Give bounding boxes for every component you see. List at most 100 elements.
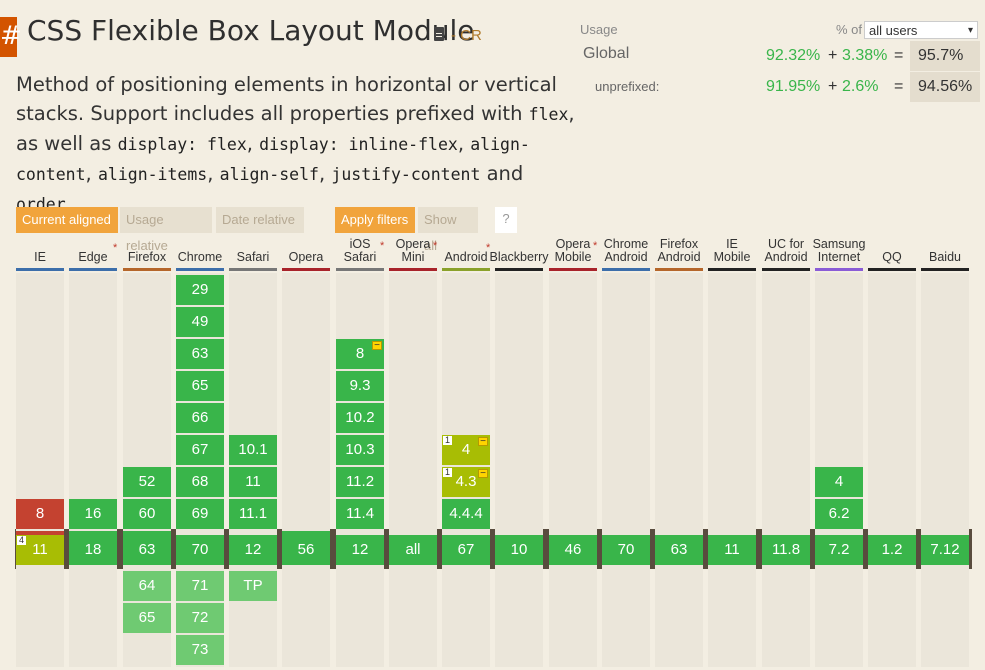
version-cell[interactable]: 29 xyxy=(176,275,224,305)
page-title: CSS Flexible Box Layout Module xyxy=(27,14,475,47)
version-cell[interactable]: 18 xyxy=(69,535,117,565)
version-cell[interactable]: 63 xyxy=(123,535,171,565)
version-cell[interactable]: 68 xyxy=(176,467,224,497)
browser-header-ie[interactable]: IE xyxy=(34,250,46,264)
version-cell[interactable]: 1.2 xyxy=(868,535,916,565)
browser-color-bar xyxy=(389,268,437,271)
version-cell[interactable]: 73 xyxy=(176,635,224,665)
version-cell[interactable]: 71 xyxy=(176,571,224,601)
note-badge: 1 xyxy=(443,467,452,477)
browser-color-bar xyxy=(123,268,171,271)
version-cell[interactable]: 11.2 xyxy=(336,467,384,497)
version-cell[interactable]: 60 xyxy=(123,499,171,529)
users-select[interactable]: all users ▾ xyxy=(864,21,978,39)
version-label: 11 xyxy=(32,541,48,558)
version-cell[interactable]: 8− xyxy=(336,339,384,369)
version-cell[interactable]: 46 xyxy=(549,535,597,565)
browser-header-opera-mobile[interactable]: Opera Mobile xyxy=(554,237,592,264)
version-cell[interactable]: 9.3 xyxy=(336,371,384,401)
version-cell[interactable]: 11.1 xyxy=(229,499,277,529)
version-cell[interactable]: 69 xyxy=(176,499,224,529)
version-cell[interactable]: 4.3 1 − xyxy=(442,467,490,497)
version-cell[interactable]: 4 1 − xyxy=(442,435,490,465)
version-cell[interactable]: 12 xyxy=(336,535,384,565)
version-cell[interactable]: 11 4 xyxy=(16,535,64,565)
browser-header-safari[interactable]: Safari xyxy=(236,250,270,264)
description-text: , as well as xyxy=(16,102,575,155)
version-cell[interactable]: 10 xyxy=(495,535,543,565)
version-label: 4 xyxy=(461,441,471,458)
version-cell[interactable]: 11.4 xyxy=(336,499,384,529)
version-cell[interactable]: 8 xyxy=(16,499,64,529)
browser-header-uc-for-android[interactable]: UC for Android xyxy=(764,237,808,264)
browser-header-blackberry[interactable]: Blackberry xyxy=(489,250,549,264)
show-all-button[interactable]: Show all xyxy=(418,207,478,253)
version-label: 11 xyxy=(245,473,261,490)
version-cell[interactable]: 63 xyxy=(176,339,224,369)
version-cell[interactable]: 65 xyxy=(176,371,224,401)
code-fragment: align-content xyxy=(16,135,530,184)
prefix-note-asterisk: * xyxy=(380,240,385,252)
version-cell[interactable]: 64 xyxy=(123,571,171,601)
version-cell[interactable]: 67 xyxy=(442,535,490,565)
version-cell[interactable]: 7.2 xyxy=(815,535,863,565)
browser-header-samsung-internet[interactable]: Samsung Internet xyxy=(812,237,866,264)
usage-label: Usage xyxy=(580,22,618,37)
browser-header-chrome[interactable]: Chrome xyxy=(177,250,223,264)
version-cell[interactable]: 11.8 xyxy=(762,535,810,565)
version-label: 56 xyxy=(297,541,315,558)
browser-header-qq[interactable]: QQ xyxy=(882,250,902,264)
version-cell[interactable]: 67 xyxy=(176,435,224,465)
version-cell[interactable]: 63 xyxy=(655,535,703,565)
usage-relative-button[interactable]: Usage relative xyxy=(120,207,212,253)
prefix-note-asterisk: * xyxy=(593,240,598,252)
document-icon[interactable] xyxy=(434,27,444,41)
browser-header-opera-mini[interactable]: Opera Mini xyxy=(395,237,431,264)
version-cell[interactable]: all xyxy=(389,535,437,565)
version-label: 12 xyxy=(351,541,369,558)
version-cell[interactable]: 11 xyxy=(229,467,277,497)
version-cell[interactable]: 52 xyxy=(123,467,171,497)
note-badge: 1 xyxy=(443,435,452,445)
section-anchor-link[interactable]: # xyxy=(0,17,22,57)
browser-header-edge[interactable]: Edge xyxy=(78,250,108,264)
version-cell[interactable]: TP xyxy=(229,571,277,601)
description-text: and xyxy=(480,162,524,185)
version-cell[interactable]: 70 xyxy=(602,535,650,565)
date-relative-button[interactable]: Date relative xyxy=(216,207,304,233)
version-cell[interactable]: 16 xyxy=(69,499,117,529)
version-cell[interactable]: 56 xyxy=(282,535,330,565)
browser-header-ie-mobile[interactable]: IE Mobile xyxy=(713,237,751,264)
version-cell[interactable]: 65 xyxy=(123,603,171,633)
browser-header-firefox-android[interactable]: Firefox Android xyxy=(657,237,701,264)
version-cell[interactable]: 7.12 xyxy=(921,535,969,565)
browser-header-android[interactable]: Android xyxy=(444,250,488,264)
version-cell[interactable]: 49 xyxy=(176,307,224,337)
apply-filters-button[interactable]: Apply filters xyxy=(335,207,415,233)
version-cell[interactable]: 66 xyxy=(176,403,224,433)
browser-header-baidu[interactable]: Baidu xyxy=(929,250,961,264)
version-cell[interactable]: 6.2 xyxy=(815,499,863,529)
version-cell[interactable]: 11 xyxy=(708,535,756,565)
version-cell[interactable]: 4 xyxy=(815,467,863,497)
version-cell[interactable]: 70 xyxy=(176,535,224,565)
browser-header-ios-safari[interactable]: iOS Safari xyxy=(343,237,377,264)
current-aligned-button[interactable]: Current aligned xyxy=(16,207,118,233)
help-button[interactable]: ? xyxy=(495,207,517,233)
prefix-note-asterisk: * xyxy=(486,242,491,254)
version-cell[interactable]: 4.4.4 xyxy=(442,499,490,529)
version-label: 49 xyxy=(191,313,209,330)
version-cell[interactable]: 10.3 xyxy=(336,435,384,465)
browser-header-chrome-android[interactable]: Chrome Android xyxy=(603,237,649,264)
unprefixed-partial-support: 2.6% xyxy=(842,78,879,95)
version-cell[interactable]: 12 xyxy=(229,535,277,565)
browser-header-opera[interactable]: Opera xyxy=(288,250,324,264)
version-cell[interactable]: 10.2 xyxy=(336,403,384,433)
version-cell[interactable]: 10.1 xyxy=(229,435,277,465)
browser-header-firefox[interactable]: Firefox xyxy=(127,250,167,264)
version-label: 69 xyxy=(191,505,209,522)
spec-status-link[interactable]: - CR xyxy=(451,27,482,44)
code-fragment: align-self xyxy=(219,165,319,184)
version-cell[interactable]: 72 xyxy=(176,603,224,633)
description-text: , xyxy=(246,132,260,155)
